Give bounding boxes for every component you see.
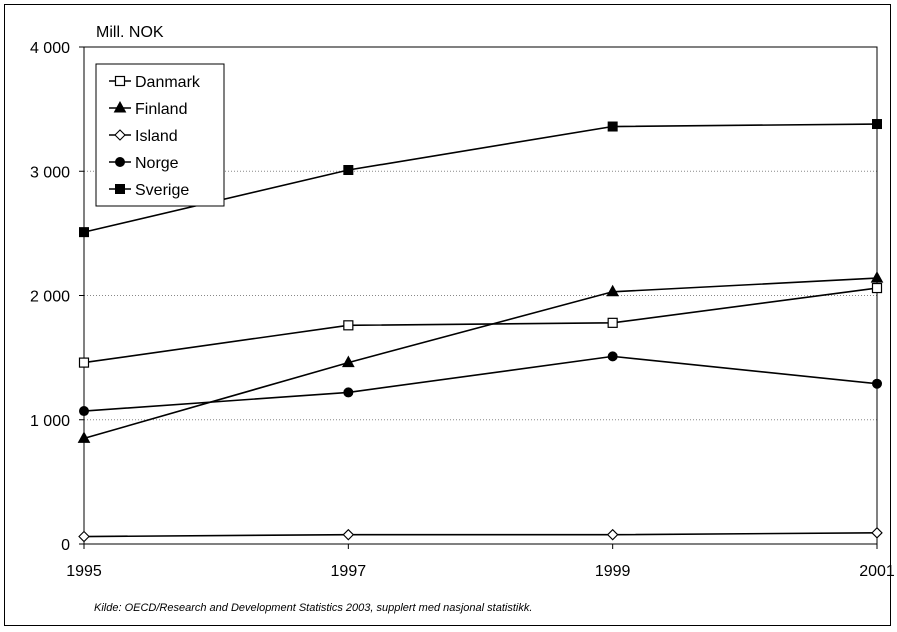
series-line-danmark [84, 288, 877, 363]
y-axis: 0 1 000 2 000 3 000 4 000 [30, 40, 84, 554]
y-tick-label: 1 000 [30, 413, 70, 430]
series-line-norge [84, 356, 877, 411]
data-point-island [79, 532, 89, 542]
x-tick-label: 1995 [66, 563, 102, 580]
data-point-norge [80, 407, 89, 416]
data-point-sverige [873, 120, 882, 129]
legend-label: Norge [135, 155, 179, 172]
y-axis-unit-label: Mill. NOK [96, 24, 164, 41]
data-point-danmark [80, 358, 89, 367]
x-axis: 1995 1997 1999 2001 [66, 544, 895, 580]
legend-label: Danmark [135, 74, 201, 91]
y-tick-label: 3 000 [30, 164, 70, 181]
data-point-danmark [608, 318, 617, 327]
legend-label: Sverige [135, 182, 189, 199]
x-tick-label: 1999 [595, 563, 631, 580]
data-point-island [343, 530, 353, 540]
gridlines [84, 171, 877, 420]
source-note: Kilde: OECD/Research and Development Sta… [94, 602, 532, 614]
data-point-sverige [608, 122, 617, 131]
series-finland [79, 272, 883, 442]
data-point-finland [872, 272, 883, 282]
data-point-island [608, 530, 618, 540]
legend-marker-sverige [116, 185, 125, 194]
x-tick-label: 1997 [331, 563, 367, 580]
series-line-island [84, 533, 877, 537]
series-line-finland [84, 278, 877, 438]
legend-label: Finland [135, 101, 187, 118]
data-point-sverige [344, 166, 353, 175]
data-point-norge [344, 388, 353, 397]
y-tick-label: 0 [61, 537, 70, 554]
series-danmark [80, 284, 882, 368]
data-point-norge [873, 379, 882, 388]
data-point-danmark [873, 284, 882, 293]
y-tick-label: 4 000 [30, 40, 70, 57]
data-point-norge [608, 352, 617, 361]
legend-marker-danmark [116, 77, 125, 86]
data-point-sverige [80, 228, 89, 237]
x-tick-label: 2001 [859, 563, 895, 580]
data-point-danmark [344, 321, 353, 330]
legend: Danmark Finland Island Norge Sverige [96, 64, 224, 206]
legend-marker-norge [116, 158, 125, 167]
legend-label: Island [135, 128, 178, 145]
data-point-island [872, 528, 882, 538]
series-island [79, 528, 882, 542]
y-tick-label: 2 000 [30, 289, 70, 306]
